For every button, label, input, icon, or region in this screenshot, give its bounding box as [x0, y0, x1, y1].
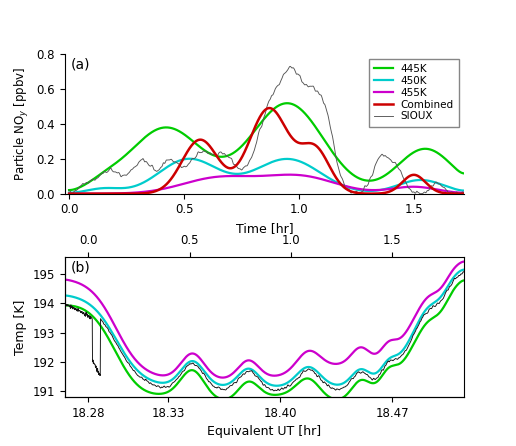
445K — [378, 175, 384, 181]
Line: 445K: 445K — [69, 103, 464, 190]
Text: (b): (b) — [71, 261, 90, 275]
445K — [284, 100, 291, 106]
455K — [450, 190, 456, 195]
455K — [286, 172, 292, 178]
455K — [378, 187, 384, 193]
X-axis label: Equivalent UT [hr]: Equivalent UT [hr] — [207, 425, 321, 438]
SIOUX — [248, 156, 254, 161]
Combined — [266, 105, 272, 111]
Combined — [450, 191, 456, 196]
450K — [461, 188, 467, 193]
450K — [450, 186, 456, 191]
445K — [461, 171, 467, 176]
Combined — [248, 135, 254, 140]
Combined — [378, 191, 384, 196]
450K — [450, 186, 456, 191]
Text: (a): (a) — [71, 58, 90, 72]
450K — [86, 187, 92, 193]
Y-axis label: Temp [K]: Temp [K] — [14, 299, 27, 355]
455K — [66, 191, 72, 196]
Line: 455K: 455K — [69, 175, 464, 194]
455K — [86, 191, 92, 196]
455K — [461, 190, 467, 195]
Combined — [86, 191, 92, 196]
450K — [186, 156, 192, 161]
450K — [378, 187, 384, 193]
Combined — [461, 191, 467, 196]
X-axis label: Time [hr]: Time [hr] — [236, 222, 293, 235]
Combined — [450, 191, 456, 196]
Combined — [258, 112, 264, 117]
Y-axis label: Particle NO$_y$ [ppbv]: Particle NO$_y$ [ppbv] — [12, 66, 30, 181]
445K — [450, 163, 456, 169]
445K — [450, 164, 456, 169]
445K — [86, 179, 92, 185]
SIOUX — [259, 124, 265, 129]
SIOUX — [287, 64, 293, 69]
455K — [450, 190, 456, 195]
445K — [258, 120, 264, 125]
450K — [259, 164, 265, 169]
450K — [248, 169, 254, 174]
Combined — [66, 191, 72, 196]
SIOUX — [461, 191, 467, 196]
445K — [248, 133, 254, 138]
SIOUX — [86, 179, 92, 185]
Line: SIOUX: SIOUX — [69, 66, 464, 194]
Line: Combined: Combined — [69, 108, 464, 194]
SIOUX — [378, 153, 384, 158]
455K — [248, 173, 254, 179]
455K — [258, 173, 264, 178]
SIOUX — [66, 188, 72, 194]
445K — [66, 187, 72, 193]
SIOUX — [450, 190, 456, 195]
450K — [66, 190, 72, 195]
SIOUX — [69, 191, 75, 196]
SIOUX — [450, 190, 457, 195]
Legend: 445K, 450K, 455K, Combined, SIOUX: 445K, 450K, 455K, Combined, SIOUX — [368, 59, 459, 127]
Line: 450K: 450K — [69, 159, 464, 193]
